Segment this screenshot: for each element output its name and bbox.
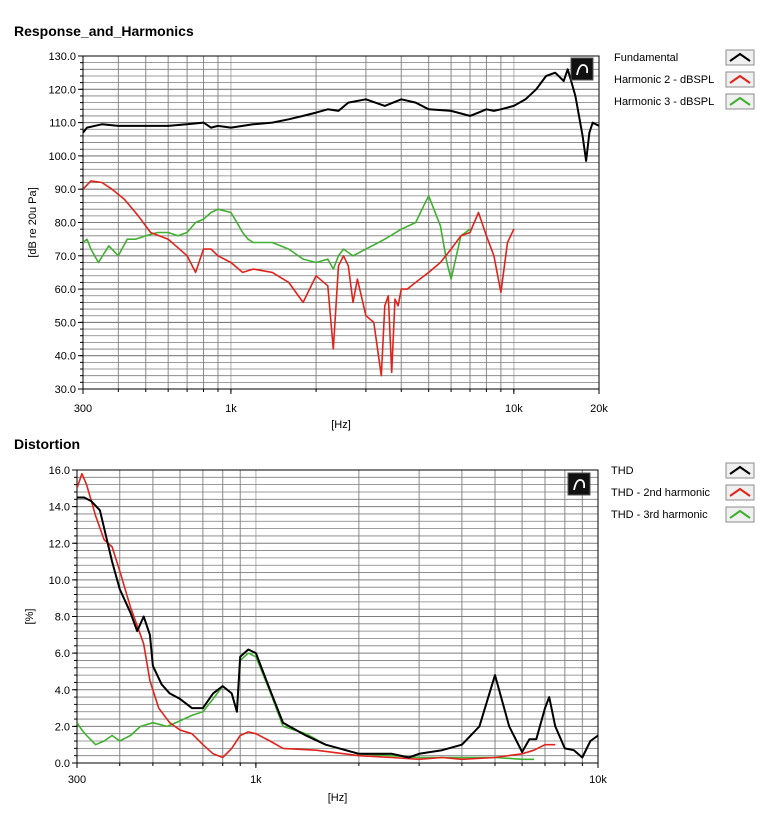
y-tick-label: 12.0 <box>49 538 70 550</box>
legend-swatch-line <box>729 465 751 475</box>
y-tick-label: 2.0 <box>55 721 70 733</box>
y-tick-label: 4.0 <box>55 685 70 697</box>
series-line-thd-2nd-harmonic <box>77 472 556 761</box>
legend-item[interactable]: Fundamental <box>614 49 755 66</box>
chart-2: Distortion 0.0 2.0 4.0 6.0 8.0 10.0 12.0 14.0 16.… <box>14 436 755 804</box>
legend-swatch-line <box>729 96 751 106</box>
legend-swatch-line <box>729 74 751 84</box>
graph-tool-icon-bg[interactable] <box>567 472 591 496</box>
legend-item[interactable]: THD <box>611 462 755 479</box>
legend-item[interactable]: THD - 3rd harmonic <box>611 506 755 523</box>
y-tick-label: 60.0 <box>55 284 76 296</box>
legend-label: Harmonic 2 - dBSPL <box>614 74 714 86</box>
y-tick-label: 14.0 <box>49 502 70 514</box>
y-tick-label: 0.0 <box>55 758 70 770</box>
legend-label: THD <box>611 465 634 477</box>
legend-swatch[interactable] <box>725 462 755 479</box>
y-tick-label: 30.0 <box>55 384 76 396</box>
series-group <box>77 472 598 761</box>
legend-label: Harmonic 3 - dBSPL <box>614 96 714 108</box>
legend-swatch[interactable] <box>725 484 755 501</box>
graph-tool-icon[interactable] <box>567 472 591 496</box>
y-tick-label: 100.0 <box>48 151 76 163</box>
chart-title: Distortion <box>14 436 80 452</box>
x-tick-label: 10k <box>589 774 607 786</box>
legend-swatch[interactable] <box>725 506 755 523</box>
y-tick-label: 120.0 <box>48 84 76 96</box>
y-tick-label: 16.0 <box>49 465 70 477</box>
series-line-fundamental <box>83 68 599 162</box>
x-axis-label: [Hz] <box>331 419 351 431</box>
y-tick-label: 10.0 <box>49 575 70 587</box>
legend-label: Fundamental <box>614 52 678 64</box>
graph-tool-icon-glyph[interactable] <box>573 479 586 491</box>
graph-tool-icon[interactable] <box>570 57 594 81</box>
y-tick-label: 110.0 <box>49 118 76 130</box>
y-tick-label: 40.0 <box>55 351 76 363</box>
x-tick-label: 300 <box>68 774 86 786</box>
y-tick-label: 8.0 <box>55 612 70 624</box>
series-group <box>83 68 599 377</box>
chart-1: Response_and_Harmonics 30.0 40.0 50.0 60.0 70… <box>14 23 755 431</box>
legend-label: THD - 3rd harmonic <box>611 509 708 521</box>
y-tick-label: 50.0 <box>55 317 76 329</box>
legend-item[interactable]: Harmonic 2 - dBSPL <box>614 71 755 88</box>
y-axis-label: [%] <box>24 609 36 625</box>
legend-label: THD - 2nd harmonic <box>611 487 711 499</box>
y-tick-label: 80.0 <box>55 218 76 230</box>
legend-item[interactable]: Harmonic 3 - dBSPL <box>614 93 755 110</box>
graph-tool-icon-glyph[interactable] <box>576 64 589 76</box>
grid <box>77 469 598 764</box>
legend-swatch[interactable] <box>725 49 755 66</box>
legend-swatch-line <box>729 509 751 519</box>
x-tick-label: 20k <box>590 403 608 415</box>
legend-swatch[interactable] <box>725 93 755 110</box>
x-tick-label: 10k <box>505 403 523 415</box>
series-line-harmonic-3-dbspl <box>83 195 471 280</box>
graph-tool-icon-bg[interactable] <box>570 57 594 81</box>
legend-swatch-line <box>729 52 751 62</box>
y-tick-label: 70.0 <box>55 251 76 263</box>
y-tick-label: 6.0 <box>55 648 70 660</box>
series-line-harmonic-2-dbspl <box>83 180 515 377</box>
legend-swatch[interactable] <box>725 71 755 88</box>
legend-swatch-line <box>729 487 751 497</box>
grid <box>83 55 599 390</box>
y-tick-label: 130.0 <box>48 51 76 63</box>
x-tick-label: 1k <box>250 774 262 786</box>
series-line-thd <box>77 496 598 759</box>
x-axis-label: [Hz] <box>328 792 348 804</box>
y-axis-label: [dB re 20u Pa] <box>27 187 39 257</box>
x-tick-label: 300 <box>74 403 92 415</box>
x-tick-label: 1k <box>225 403 237 415</box>
y-tick-label: 90.0 <box>55 184 76 196</box>
chart-title: Response_and_Harmonics <box>14 23 194 39</box>
legend-item[interactable]: THD - 2nd harmonic <box>611 484 755 501</box>
